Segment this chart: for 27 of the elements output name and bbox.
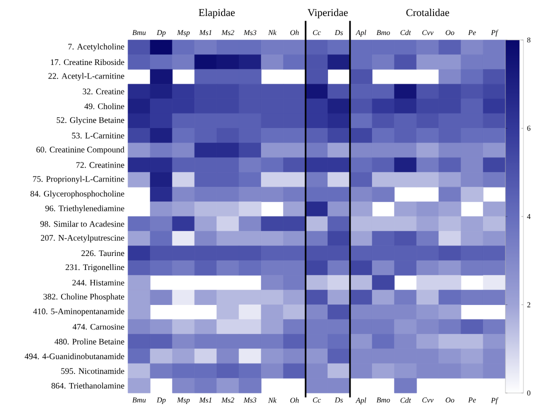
y-tick-label: 32. Creatine [82, 88, 124, 94]
y-tick-label: 52. Glycine Betaine [56, 117, 124, 125]
y-tick-label: 53. L-Carnitine [72, 132, 124, 138]
y-tick-label: 864. Triethanolamine [52, 382, 124, 389]
text: Elapidae [198, 8, 235, 18]
y-tick-label: 72. Creatinine [76, 162, 124, 168]
y-tick-label: 231. Trigonelline [66, 264, 124, 272]
y-tick-label: 75. Proprionyl-L-Carnitine [33, 176, 124, 184]
y-tick-label: 410. 5-Aminopentanamide [33, 308, 124, 316]
y-tick-label: 494. 4-Guanidinobutanamide [24, 353, 124, 360]
y-tick-label: 7. Acetylcholine [68, 44, 124, 52]
y-tick-label: 480. Proline Betaine [54, 338, 124, 345]
y-tick-label: 96. Triethylenediamine [45, 205, 124, 213]
y-tick-label: 244. Histamine [72, 280, 124, 286]
y-tick-label: 382. Choline Phosphate [44, 294, 124, 302]
y-tick-label: 49. Choline [84, 103, 124, 110]
y-tick-label: 595. Nicotinamide [61, 368, 124, 374]
text: Viperidae [308, 8, 348, 18]
y-tick-label: 226. Taurine [81, 250, 124, 256]
y-tick-label: 98. Similar to Acadesine [40, 220, 124, 227]
y-tick-label: 60. Creatinine Compound [36, 146, 124, 154]
y-tick-label: 207. N-Acetylputrescine [40, 234, 124, 242]
y-tick-label: 84. Glycerophosphocholine [30, 190, 124, 198]
y-tick-label: 474. Carnosine [72, 324, 124, 330]
y-tick-label: 17. Creatine Riboside [50, 59, 124, 66]
y-tick-label: 22. Acetyl-L-carnitine [48, 72, 124, 81]
text: Crotalidae [406, 8, 450, 16]
